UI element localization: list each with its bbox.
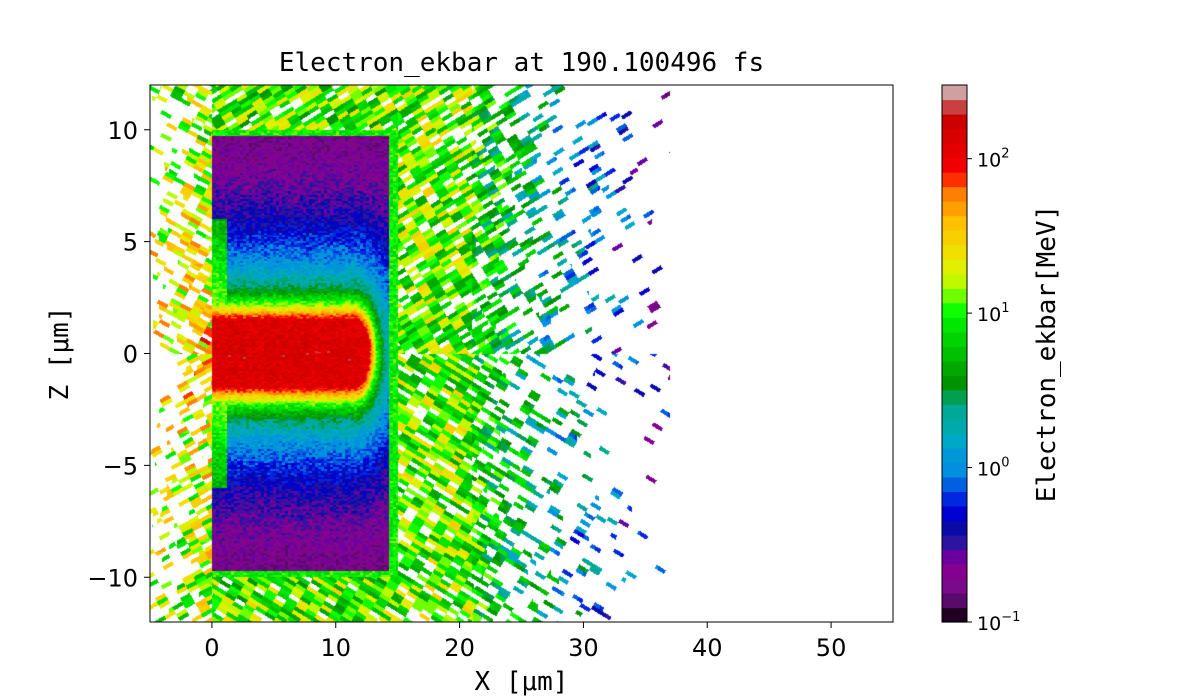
y-tick-label: −10 <box>87 564 138 592</box>
colorbar-segment <box>942 592 967 609</box>
colorbar-segment <box>942 404 967 420</box>
colorbar-segment <box>942 476 967 492</box>
colorbar-tick-label: 101 <box>977 301 1009 326</box>
colorbar-segment <box>942 607 967 623</box>
colorbar-segment <box>942 505 967 522</box>
x-tick-label: 50 <box>816 634 847 662</box>
colorbar-segment <box>942 288 967 304</box>
y-tick-label: 0 <box>123 341 138 369</box>
chart-title: Electron_ekbar at 190.100496 fs <box>278 48 765 78</box>
colorbar-segment <box>942 114 967 130</box>
colorbar-segment <box>942 85 967 101</box>
y-tick-label: 5 <box>123 229 138 257</box>
colorbar-frame <box>941 84 968 623</box>
colorbar-segment <box>942 201 967 217</box>
colorbar-segment <box>942 157 967 173</box>
colorbar-segment <box>942 360 967 376</box>
colorbar-segment <box>942 534 967 551</box>
colorbar-segment <box>942 375 967 391</box>
colorbar-segment <box>942 317 967 333</box>
colorbar-segment <box>942 143 967 159</box>
colorbar-segment <box>942 273 967 289</box>
y-axis-label: Z [μm] <box>45 307 75 401</box>
colorbar-label: Electron_ekbar[MeV] <box>1032 205 1062 502</box>
colorbar-segment <box>942 563 967 580</box>
y-tick-label: −5 <box>103 452 138 480</box>
x-tick-label: 30 <box>568 634 599 662</box>
colorbar-segment <box>942 172 967 188</box>
colorbar-tick-label: 100 <box>977 456 1009 481</box>
colorbar-segment <box>942 433 967 449</box>
colorbar-segment <box>942 99 967 115</box>
colorbar-segment <box>942 230 967 246</box>
colorbar-tick-label: 102 <box>977 147 1009 172</box>
colorbar-segment <box>942 186 967 202</box>
colorbar-segment <box>942 462 967 478</box>
colorbar-segment <box>942 215 967 231</box>
x-tick-label: 10 <box>320 634 351 662</box>
colorbar-segment <box>942 578 967 594</box>
x-tick-label: 40 <box>692 634 723 662</box>
colorbar-tick-label: 10−1 <box>977 610 1020 635</box>
colorbar-segment <box>942 549 967 565</box>
colorbar-segment <box>942 389 967 405</box>
colorbar-segment <box>942 259 967 275</box>
x-tick-label: 20 <box>444 634 475 662</box>
colorbar-segment <box>942 128 967 144</box>
y-tick-label: 10 <box>107 117 138 145</box>
colorbar-segment <box>942 346 967 362</box>
colorbar-segment <box>942 491 967 507</box>
colorbar-segment <box>942 520 967 536</box>
colorbar-segment <box>942 418 967 434</box>
colorbar-segment <box>942 302 967 318</box>
x-axis-label: X [μm] <box>475 667 569 697</box>
plot-frame <box>149 84 894 623</box>
x-tick-label: 0 <box>204 634 219 662</box>
colorbar-segment <box>942 244 967 260</box>
heatmap-field <box>150 85 893 622</box>
colorbar-segment <box>942 447 967 463</box>
colorbar-segment <box>942 331 967 347</box>
